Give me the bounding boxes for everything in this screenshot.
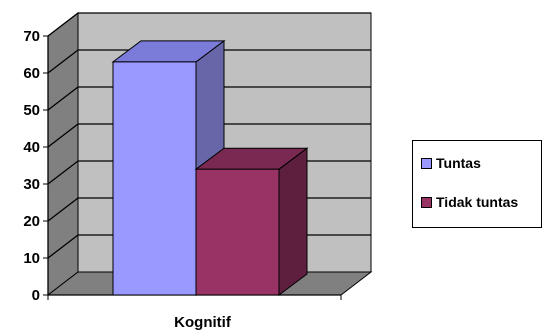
y-tick-label-50: 50 [23,102,40,119]
bar-side-tidak-tuntas [279,148,307,295]
y-tick-label-60: 60 [23,65,40,82]
y-tick-label-20: 20 [23,213,40,230]
y-tick-label-40: 40 [23,139,40,156]
legend-swatch-tuntas [421,158,432,169]
bar-tuntas [113,62,196,295]
legend-swatch-tidak-tuntas [421,197,432,208]
legend: Tuntas Tidak tuntas [412,140,542,228]
category-label: Kognitif [174,314,232,331]
y-tick-label-30: 30 [23,176,40,193]
legend-label-tuntas: Tuntas [436,155,481,171]
legend-item-tidak-tuntas: Tidak tuntas [421,194,518,210]
legend-label-tidak-tuntas: Tidak tuntas [436,194,518,210]
legend-item-tuntas: Tuntas [421,155,481,171]
chart-side-wall [48,13,78,295]
y-tick-label-70: 70 [23,28,40,45]
bar-tidak-tuntas [196,169,279,295]
y-tick-label-10: 10 [23,250,40,267]
y-tick-label-0: 0 [32,287,40,304]
